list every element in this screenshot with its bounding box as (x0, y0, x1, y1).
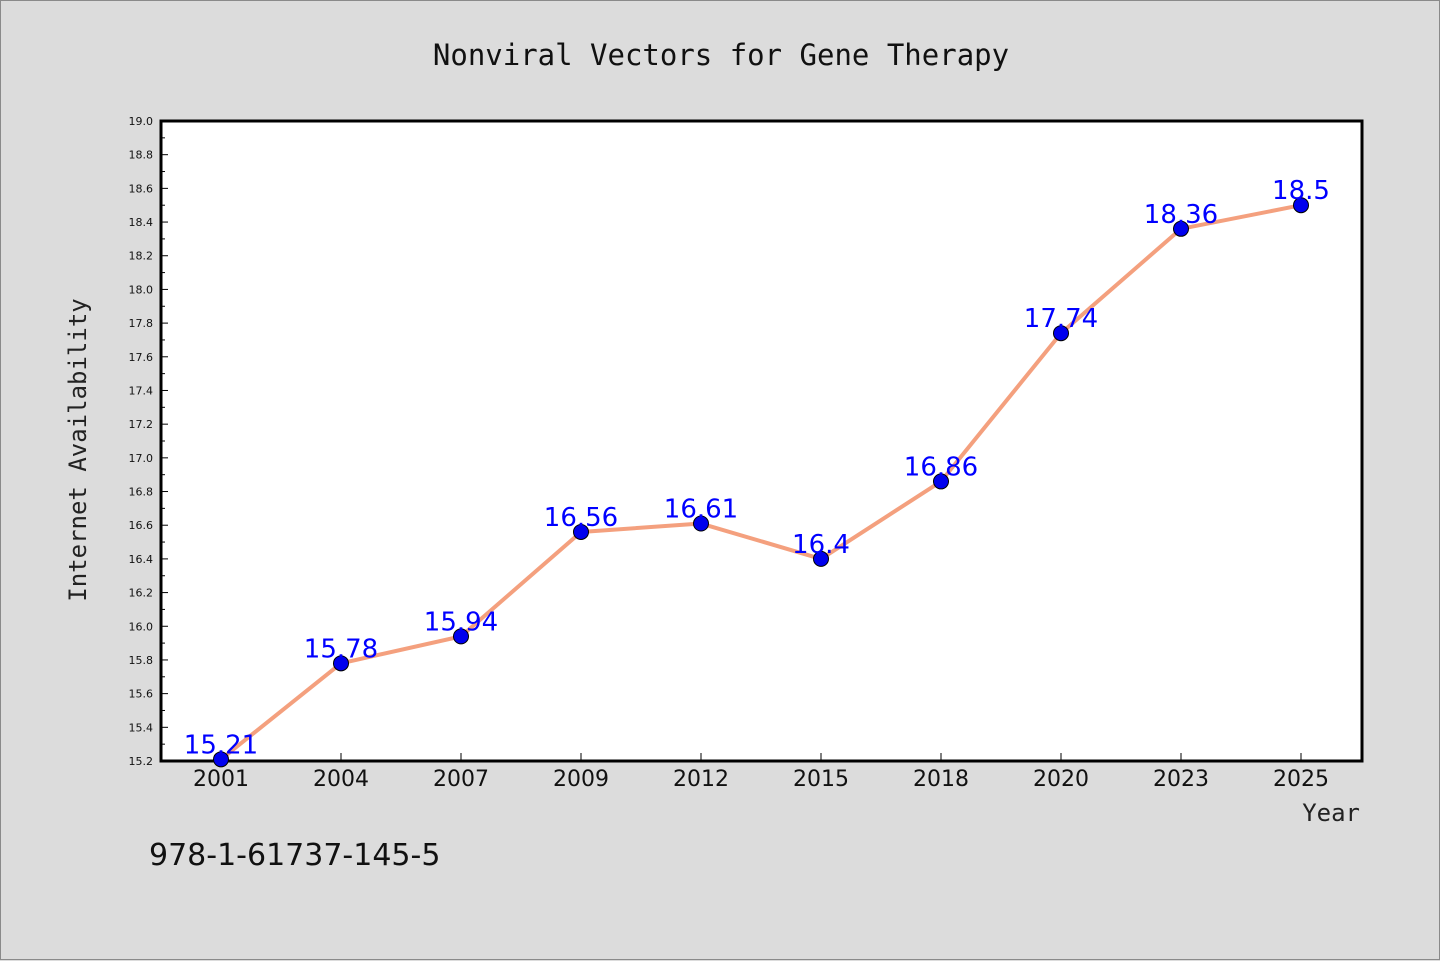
y-tick-label: 18.8 (129, 149, 154, 162)
data-point (1173, 220, 1189, 237)
data-point (453, 628, 469, 645)
data-point (813, 550, 829, 567)
y-axis: 15.2 15.4 15.6 15.8 16.0 16.2 16.4 16.6 16.8 17.0… (129, 115, 168, 768)
data-label: 16.4 (792, 530, 850, 560)
data-label: 15.78 (304, 634, 378, 664)
x-tick-label: 2012 (673, 767, 729, 792)
x-tick-label: 2007 (433, 767, 489, 792)
y-tick-label: 18.6 (129, 182, 154, 195)
data-point (1293, 197, 1309, 214)
y-tick-label: 17.2 (129, 418, 154, 431)
y-tick-label: 19.0 (129, 115, 154, 128)
x-axis: 2001 2004 2007 2009 2012 2015 2018 2020 2023 2025 (193, 753, 1329, 792)
data-label: 17.74 (1024, 304, 1098, 334)
data-label: 18.36 (1144, 200, 1218, 230)
y-tick-label: 17.6 (129, 351, 154, 364)
x-tick-label: 2009 (553, 767, 609, 792)
data-point (933, 473, 949, 490)
y-tick-label: 18.0 (129, 283, 154, 296)
data-point (333, 655, 349, 672)
y-tick-label: 17.0 (129, 452, 154, 465)
plot-area (159, 119, 1364, 763)
y-tick-label: 17.8 (129, 317, 154, 330)
x-tick-label: 2015 (793, 767, 849, 792)
y-tick-label: 17.4 (129, 384, 154, 397)
y-tick-label: 15.2 (129, 755, 154, 768)
series-line (219, 203, 1302, 761)
y-tick-label: 16.0 (129, 620, 154, 633)
x-tick-label: 2018 (913, 767, 969, 792)
isbn-annotation: 978-1-61737-145-5 (149, 838, 440, 873)
data-label: 16.56 (544, 503, 618, 533)
y-tick-label: 18.4 (129, 216, 154, 229)
y-tick-label: 18.2 (129, 250, 154, 263)
data-label: 15.94 (424, 607, 498, 637)
y-tick-label: 15.8 (129, 654, 154, 667)
y-tick-label: 16.8 (129, 486, 154, 499)
x-tick-label: 2020 (1033, 767, 1089, 792)
data-point (693, 515, 709, 532)
data-label: 16.61 (664, 495, 738, 525)
data-label: 15.21 (184, 730, 258, 760)
y-tick-label: 15.6 (129, 688, 154, 701)
data-label: 18.5 (1272, 176, 1330, 206)
y-tick-label: 16.6 (129, 519, 154, 532)
x-tick-label: 2025 (1273, 767, 1329, 792)
x-tick-label: 2001 (193, 767, 249, 792)
data-point (573, 523, 589, 540)
y-axis-label: Internet Availability (64, 298, 92, 601)
chart-title: Nonviral Vectors for Gene Therapy (433, 38, 1009, 72)
data-point (1053, 325, 1069, 342)
data-point (213, 751, 229, 768)
x-axis-label: Year (1302, 799, 1360, 827)
data-label: 16.86 (904, 452, 978, 482)
data-series: 15.21 15.78 15.94 16.56 16.61 16.4 16.86 17.74 1… (184, 176, 1330, 768)
x-tick-label: 2004 (313, 767, 369, 792)
y-tick-label: 15.4 (129, 721, 154, 734)
y-tick-label: 16.2 (129, 587, 154, 600)
x-tick-label: 2023 (1153, 767, 1209, 792)
y-tick-label: 16.4 (129, 553, 154, 566)
